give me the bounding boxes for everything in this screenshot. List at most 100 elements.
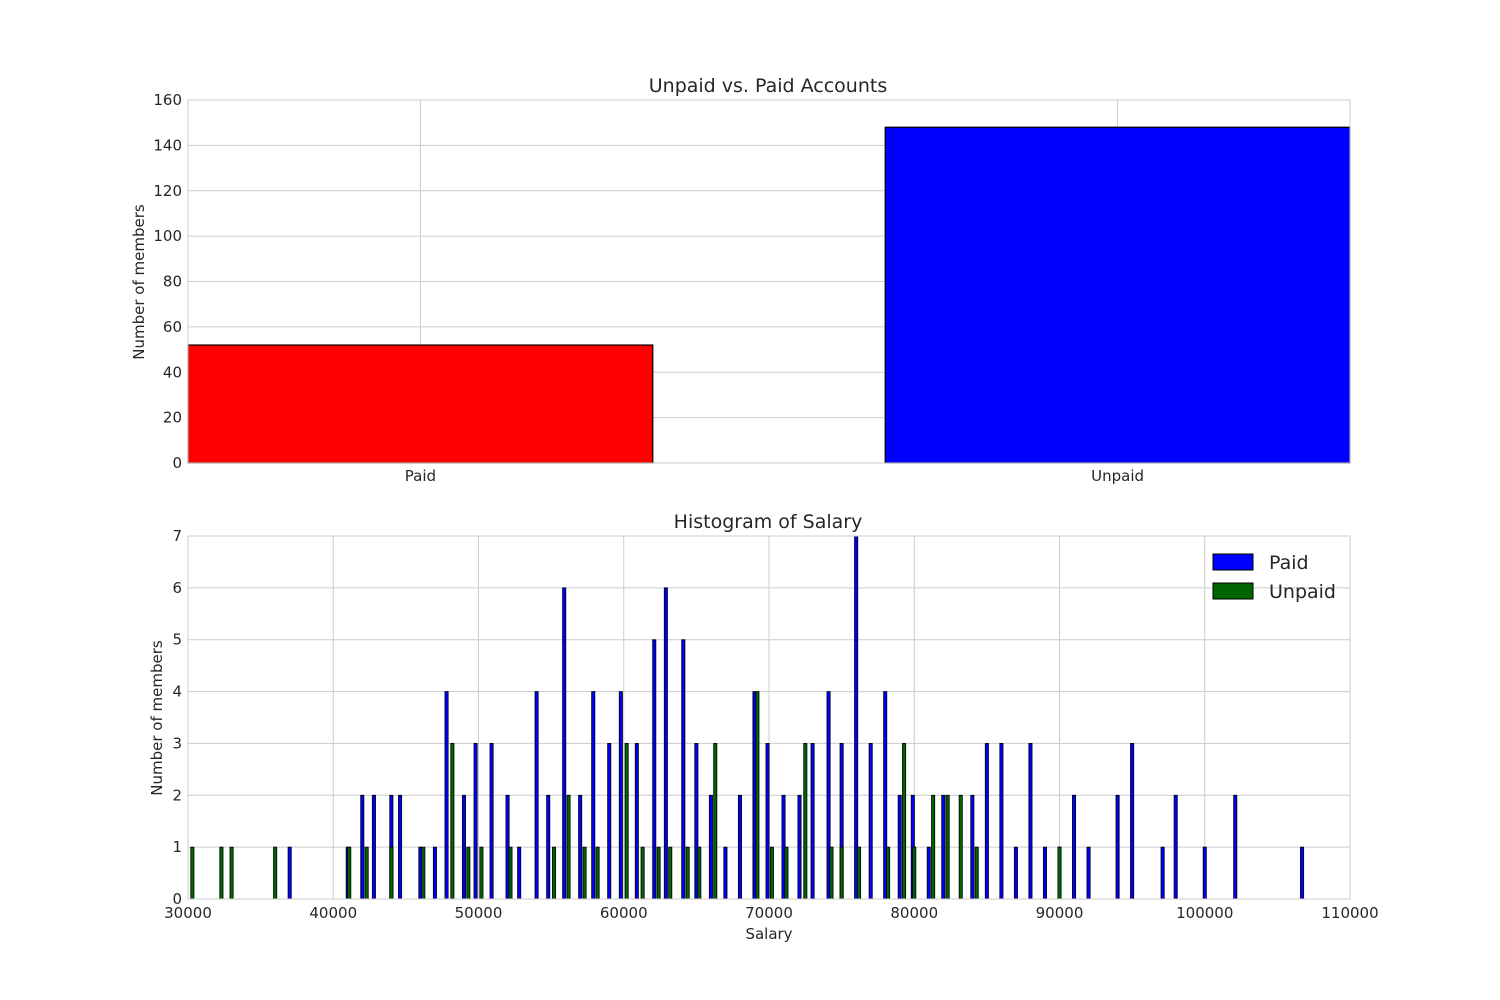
hist-bar-paid: [618, 691, 623, 900]
hist-bar-paid: [1233, 794, 1238, 900]
hist-bar-paid: [607, 743, 612, 900]
y-tick-labels: 0 1 2 3 4 5 6 7: [172, 527, 182, 908]
hist-bar-paid: [287, 846, 292, 900]
hist-bar-unpaid: [803, 743, 808, 900]
hist-bar-unpaid: [552, 846, 557, 900]
hist-bar-unpaid: [958, 794, 963, 900]
hist-bar-paid: [1115, 794, 1120, 900]
hist-bar-paid: [1042, 846, 1047, 900]
hist-bar-unpaid: [624, 743, 629, 900]
y-tick-label: 100: [153, 227, 182, 245]
hist-bar-unpaid: [784, 846, 789, 900]
hist-bar-paid: [1013, 846, 1018, 900]
y-tick-label: 40: [163, 363, 182, 381]
y-tick-labels: 0 20 40 60 80 100 120 140 160: [153, 91, 182, 472]
hist-bar-paid: [489, 743, 494, 900]
y-tick-label: 160: [153, 91, 182, 109]
x-tick-label: 90000: [1036, 904, 1084, 922]
hist-bar-paid: [652, 639, 657, 900]
hist-bar-paid: [591, 691, 596, 900]
hist-bar-unpaid: [931, 794, 936, 900]
hist-bar-unpaid: [421, 846, 426, 900]
hist-bar-paid: [1202, 846, 1207, 900]
hist-bar-paid: [810, 743, 815, 900]
hist-bar-paid: [797, 794, 802, 900]
y-tick-label: 0: [172, 890, 182, 908]
hist-bar-paid: [926, 846, 931, 900]
hist-bar-paid: [1160, 846, 1165, 900]
histogram-salary: Histogram of Salary 0 1 2 3 4 5 6 7 30000 40000 5…: [148, 511, 1379, 943]
y-tick-label: 20: [163, 409, 182, 427]
hist-bar-unpaid: [582, 846, 587, 900]
hist-bar-unpaid: [829, 846, 834, 900]
hist-bar-paid: [941, 794, 946, 900]
y-tick-label: 2: [172, 786, 182, 804]
legend-swatch-paid: [1212, 553, 1254, 571]
hist-bar-paid: [360, 794, 365, 900]
y-tick-label: 1: [172, 838, 182, 856]
y-axis-label: Number of members: [130, 204, 148, 360]
y-tick-label: 5: [172, 631, 182, 649]
legend-label-unpaid: Unpaid: [1269, 581, 1336, 603]
hist-bar-unpaid: [273, 846, 278, 900]
x-tick-label: 30000: [164, 904, 212, 922]
hist-bar-unpaid: [839, 846, 844, 900]
y-tick-label: 80: [163, 273, 182, 291]
hist-bar-paid: [473, 743, 478, 900]
hist-bar-unpaid: [886, 846, 891, 900]
hist-bar-paid: [663, 587, 668, 900]
x-tick-label: 50000: [455, 904, 503, 922]
y-tick-label: 0: [172, 454, 182, 472]
legend-label-paid: Paid: [1269, 552, 1309, 574]
hist-bar-unpaid: [656, 846, 661, 900]
hist-bar-unpaid: [229, 846, 234, 900]
hist-bar-paid: [1072, 794, 1077, 900]
hist-bar-unpaid: [566, 794, 571, 900]
x-tick-label: 70000: [745, 904, 793, 922]
bars: [190, 535, 1305, 900]
hist-bar-unpaid: [755, 691, 760, 900]
hist-bar-paid: [444, 691, 449, 900]
bars: [187, 126, 1351, 464]
x-tick-label: 110000: [1321, 904, 1378, 922]
y-tick-label: 4: [172, 683, 182, 701]
hist-bar-paid: [578, 794, 583, 900]
hist-bar-unpaid: [450, 743, 455, 900]
x-tick-label: Paid: [405, 467, 436, 485]
hist-bar-paid: [854, 535, 859, 900]
hist-bar-paid: [737, 794, 742, 900]
bar-paid: [187, 344, 654, 464]
hist-bar-paid: [970, 794, 975, 900]
hist-bar-unpaid: [668, 846, 673, 900]
y-tick-label: 3: [172, 734, 182, 752]
y-tick-label: 120: [153, 182, 182, 200]
hist-bar-unpaid: [595, 846, 600, 900]
hist-bar-paid: [461, 794, 466, 900]
hist-bar-paid: [897, 794, 902, 900]
x-tick-labels: 30000 40000 50000 60000 70000 80000 90000 10000…: [164, 904, 1378, 922]
hist-bar-paid: [723, 846, 728, 900]
hist-bar-unpaid: [697, 846, 702, 900]
hist-bar-unpaid: [713, 743, 718, 900]
hist-bar-paid: [1300, 846, 1305, 900]
hist-bar-unpaid: [219, 846, 224, 900]
legend: Paid Unpaid: [1212, 552, 1336, 603]
bar-chart-accounts: Unpaid vs. Paid Accounts 0 20 40 60 80 100 120…: [130, 75, 1351, 485]
hist-bar-paid: [398, 794, 403, 900]
hist-bar-unpaid: [945, 794, 950, 900]
y-tick-label: 6: [172, 579, 182, 597]
hist-bar-paid: [371, 794, 376, 900]
bar-unpaid: [884, 126, 1351, 464]
hist-bar-paid: [708, 794, 713, 900]
hist-bar-paid: [1028, 743, 1033, 900]
y-tick-label: 7: [172, 527, 182, 545]
hist-bar-unpaid: [912, 846, 917, 900]
x-axis-label: Salary: [745, 925, 792, 943]
hist-bar-paid: [534, 691, 539, 900]
hist-bar-unpaid: [857, 846, 862, 900]
hist-bar-unpaid: [685, 846, 690, 900]
hist-bar-unpaid: [508, 846, 513, 900]
hist-bar-paid: [546, 794, 551, 900]
legend-swatch-unpaid: [1212, 582, 1254, 600]
